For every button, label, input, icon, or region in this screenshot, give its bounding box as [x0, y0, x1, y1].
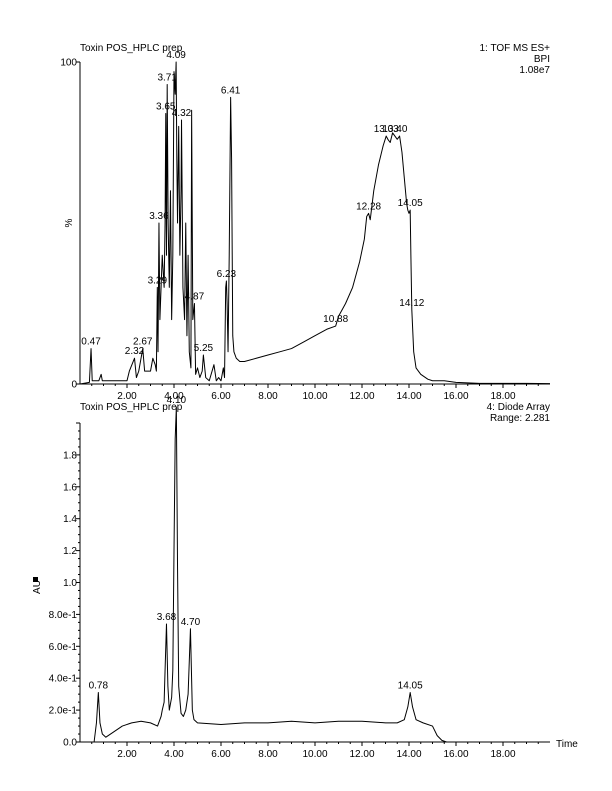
- peak-label: 6.41: [221, 85, 241, 96]
- peak-label: 4.70: [181, 617, 201, 628]
- x-tick-label: 12.00: [349, 391, 374, 402]
- x-tick-label: 2.00: [117, 749, 137, 760]
- peak-label: 4.10: [167, 395, 187, 406]
- peak-label: 14.12: [399, 298, 424, 309]
- x-tick-labels: 2.00 4.00 6.00 8.00 10.00 12.00 14.00 16.00 18.0…: [117, 391, 516, 402]
- x-tick-label: 10.00: [302, 749, 327, 760]
- peak-label: 0.78: [89, 681, 109, 692]
- y-tick-labels: 0.0 2.0e-1 4.0e-1 6.0e-1 8.0e-1 1.0 1.2 1.4 1.6 1…: [49, 450, 78, 748]
- y-tick-label: 0: [71, 380, 77, 391]
- peak-label: 0.47: [81, 337, 101, 348]
- peak-label: 4.87: [185, 292, 205, 303]
- series-group: [80, 406, 550, 743]
- y-ticks: [76, 422, 80, 743]
- x-tick-label: 16.00: [443, 749, 468, 760]
- x-tick-label: 2.00: [117, 391, 137, 402]
- peak-label: 14.05: [398, 681, 423, 692]
- panel-title: Toxin POS_HPLC prep: [80, 43, 183, 54]
- peak-label: 3.36: [149, 211, 169, 222]
- peak-label: 13.03: [374, 124, 399, 135]
- peak-label: 5.25: [194, 343, 214, 354]
- peak-label: 13.40: [382, 124, 407, 135]
- x-tick-label: 8.00: [258, 391, 278, 402]
- x-ticks: [91, 384, 539, 388]
- tof-ms-panel: Toxin POS_HPLC prep 1: TOF MS ES+ BPI 1.…: [60, 43, 550, 402]
- x-ticks: [91, 742, 539, 746]
- y-tick-labels: 0 100: [60, 58, 77, 391]
- x-tick-label: 18.00: [490, 391, 515, 402]
- x-axis-label: Time: [556, 739, 578, 750]
- y-tick-label: 4.0e-1: [49, 674, 78, 685]
- x-tick-label: 6.00: [211, 391, 231, 402]
- y-axis-label: %: [64, 218, 75, 227]
- x-tick-label: 16.00: [443, 391, 468, 402]
- peak-label: 6.23: [217, 269, 237, 280]
- y-tick-label: 8.0e-1: [49, 610, 78, 621]
- x-tick-label: 4.00: [164, 391, 184, 402]
- y-tick-label: 1.0: [63, 578, 77, 589]
- x-tick-label: 14.00: [396, 749, 421, 760]
- series-group: [79, 61, 551, 385]
- peak-label: 3.68: [157, 612, 177, 623]
- range-label: Range: 2.281: [490, 413, 550, 424]
- peak-label: 2.67: [133, 337, 153, 348]
- y-tick-label: 1.8: [63, 450, 77, 461]
- y-tick-label: 1.6: [63, 482, 77, 493]
- y-tick-label: 1.4: [63, 514, 77, 525]
- peak-label: 14.05: [398, 198, 423, 209]
- diode-array-panel: Toxin POS_HPLC prep 4: Diode Array Range…: [32, 395, 578, 760]
- peak-label: 3.71: [157, 73, 177, 84]
- y-tick-label: 2.0e-1: [49, 706, 78, 717]
- peak-labels: 0.78 3.68 4.10 4.70 14.05: [89, 395, 424, 692]
- y-axis-label: AU: [32, 580, 43, 594]
- series-line: [79, 61, 551, 385]
- peak-label: 3.29: [148, 275, 168, 286]
- intensity-label: 1.08e7: [519, 65, 550, 76]
- y-tick-label: 1.2: [63, 546, 77, 557]
- peak-label: 4.09: [166, 50, 186, 61]
- y-ticks: [76, 61, 80, 385]
- peak-label: 4.32: [172, 108, 192, 119]
- peak-label: 2.32: [125, 346, 145, 357]
- x-tick-label: 6.00: [211, 749, 231, 760]
- x-tick-label: 12.00: [349, 749, 374, 760]
- series-line: [80, 406, 550, 743]
- x-tick-label: 8.00: [258, 749, 278, 760]
- y-tick-label: 100: [60, 58, 77, 69]
- peak-label: 10.88: [323, 314, 348, 325]
- peak-labels: 0.47 2.322.67 3.29 3.36 3.65 3.71 4.09 4.32 4.87…: [81, 50, 424, 357]
- detector-label: 1: TOF MS ES+: [480, 43, 551, 54]
- au-marker-icon: [33, 577, 38, 582]
- x-tick-label: 10.00: [302, 391, 327, 402]
- x-tick-labels: 2.00 4.00 6.00 8.00 10.00 12.00 14.00 16.00 18.0…: [117, 749, 516, 760]
- y-tick-label: 6.0e-1: [49, 642, 78, 653]
- panel-title: Toxin POS_HPLC prep: [80, 402, 183, 413]
- peak-label: 3.65: [156, 102, 176, 113]
- x-tick-label: 18.00: [490, 749, 515, 760]
- x-tick-label: 14.00: [396, 391, 421, 402]
- peak-label: 12.28: [356, 201, 381, 212]
- y-tick-label: 0.0: [63, 738, 77, 749]
- detector-label: 4: Diode Array: [487, 402, 550, 413]
- x-tick-label: 4.00: [164, 749, 184, 760]
- trace-label: BPI: [534, 54, 550, 65]
